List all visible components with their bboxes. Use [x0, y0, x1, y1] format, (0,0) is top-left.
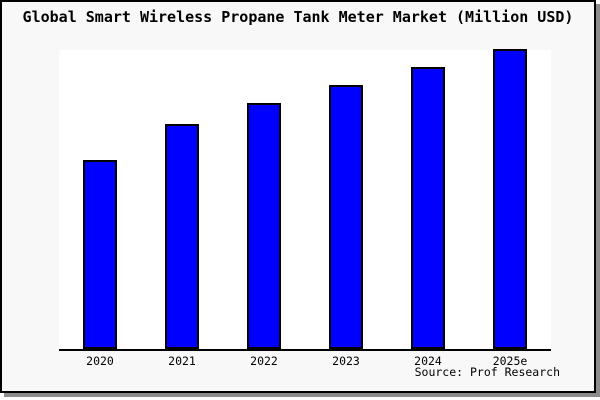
- x-tick-label-2021: 2021: [168, 354, 196, 368]
- bar-2020: [83, 160, 117, 349]
- bar-2023: [329, 85, 363, 349]
- source-credit: Source: Prof Research: [414, 365, 560, 379]
- bar-2024: [411, 67, 445, 349]
- x-tick-label-2024: 2024: [414, 354, 442, 368]
- bar-2021: [165, 124, 199, 349]
- plot-area: [59, 49, 551, 351]
- bar-2022: [247, 103, 281, 349]
- x-tick-label-2022: 2022: [250, 354, 278, 368]
- chart-frame: Global Smart Wireless Propane Tank Meter…: [0, 0, 596, 393]
- x-tick-label-2025e: 2025e: [492, 354, 528, 368]
- x-tick-label-2023: 2023: [332, 354, 360, 368]
- bar-2025e: [493, 49, 527, 349]
- x-tick-label-2020: 2020: [86, 354, 114, 368]
- chart-title: Global Smart Wireless Propane Tank Meter…: [22, 8, 574, 26]
